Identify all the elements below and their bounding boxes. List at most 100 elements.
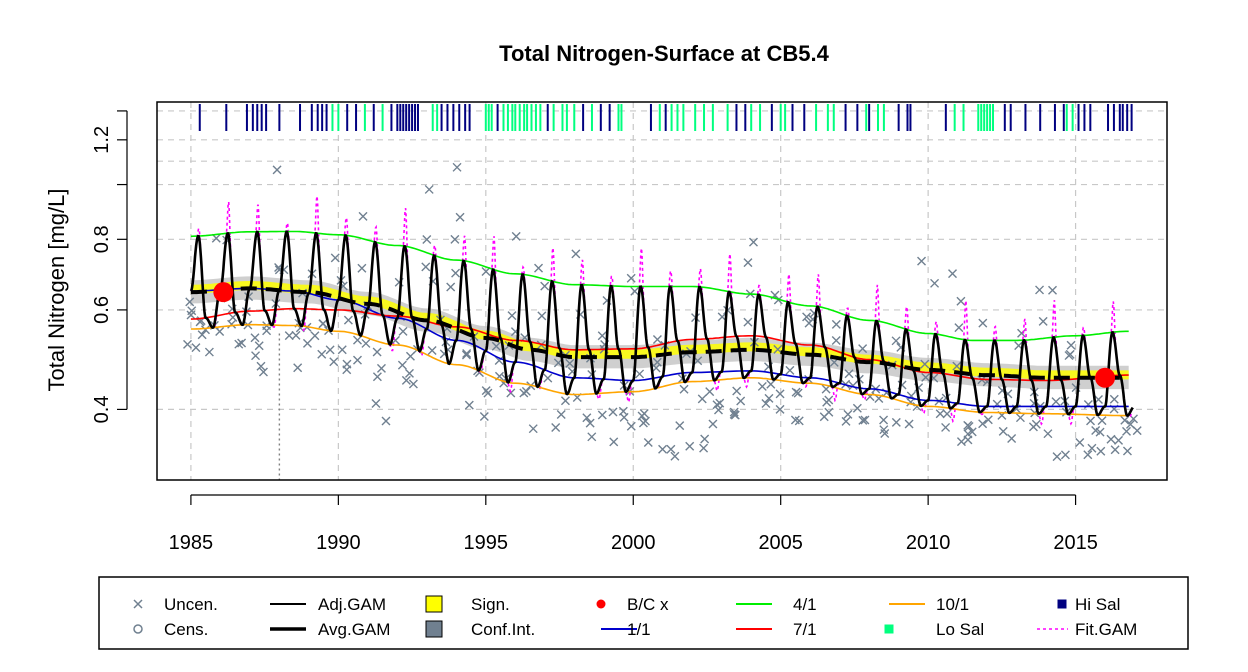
observation-x xyxy=(483,388,493,398)
observation-x xyxy=(713,405,723,415)
observation-x xyxy=(262,326,272,336)
observation-x xyxy=(451,268,461,278)
x-tick-label: 1990 xyxy=(316,532,361,554)
observation-x xyxy=(1125,419,1135,429)
plot-frame xyxy=(156,101,1168,481)
observation-x xyxy=(609,437,619,447)
legend-label: Adj.GAM xyxy=(318,595,386,614)
observation-x xyxy=(715,398,725,408)
observation-x xyxy=(534,263,544,273)
observation-x xyxy=(775,389,785,399)
x-tick-label: 2015 xyxy=(1053,532,1098,554)
observation-x xyxy=(197,330,207,340)
observation-x xyxy=(844,369,854,379)
y-axis: 0.4 0.6 0.8 1.2 xyxy=(91,110,128,423)
observation-x xyxy=(537,311,547,321)
observation-x xyxy=(422,235,432,244)
observation-x xyxy=(491,341,501,351)
observation-x xyxy=(1110,445,1120,455)
legend-label: Lo Sal xyxy=(936,620,984,639)
observation-x xyxy=(930,278,940,288)
observation-x xyxy=(464,400,474,410)
observation-x xyxy=(357,263,367,273)
bc-point xyxy=(213,282,234,303)
series-line-10-1 xyxy=(190,323,1129,417)
legend-label: Fit.GAM xyxy=(1075,620,1137,639)
observation-x xyxy=(1066,340,1076,350)
observation-x xyxy=(879,415,889,425)
observation-x xyxy=(978,318,988,328)
observation-x xyxy=(358,211,368,221)
observations xyxy=(183,162,1142,462)
observation-x xyxy=(352,355,362,365)
observation-x xyxy=(455,212,465,222)
observation-x xyxy=(675,421,685,431)
observation-x xyxy=(565,358,575,368)
observation-x xyxy=(256,361,266,371)
observation-x xyxy=(481,267,491,277)
observation-x xyxy=(427,345,437,355)
observation-x xyxy=(325,345,335,355)
observation-x xyxy=(766,379,776,389)
observation-x xyxy=(860,415,870,425)
observation-x xyxy=(858,415,868,425)
observation-x xyxy=(917,256,927,266)
observation-x xyxy=(183,339,193,349)
observation-x xyxy=(1051,397,1061,407)
observation-x xyxy=(272,165,282,175)
observation-x xyxy=(1035,285,1045,295)
observation-x xyxy=(775,404,785,414)
observation-x xyxy=(643,438,653,448)
observation-x xyxy=(652,334,662,344)
observation-x xyxy=(651,363,661,373)
observation-x xyxy=(446,282,456,292)
observation-x xyxy=(983,415,993,425)
legend-symbol xyxy=(1057,599,1067,609)
conf-int-band xyxy=(190,276,1129,390)
observation-x xyxy=(639,408,649,418)
y-axis-label: Total Nitrogen [mg/L] xyxy=(44,189,69,392)
observation-x xyxy=(191,343,201,353)
observation-x xyxy=(732,386,742,396)
observation-x xyxy=(1097,416,1107,426)
observation-x xyxy=(963,435,973,445)
bc-point xyxy=(1095,367,1116,388)
observation-x xyxy=(408,379,418,389)
observation-x xyxy=(543,373,553,383)
observation-x xyxy=(948,269,958,279)
observation-x xyxy=(1087,443,1097,453)
observation-x xyxy=(371,399,381,409)
observation-x xyxy=(935,409,945,419)
observation-x xyxy=(626,421,636,431)
observation-x xyxy=(494,355,504,365)
observation-x xyxy=(904,419,914,429)
observation-x xyxy=(802,312,812,322)
observation-x xyxy=(1083,450,1093,460)
observation-x xyxy=(852,403,862,413)
observation-x xyxy=(978,419,988,429)
observation-x xyxy=(450,234,460,244)
y-tick-label: 1.2 xyxy=(91,126,113,154)
observation-x xyxy=(528,424,538,434)
observation-x xyxy=(964,421,974,431)
observation-x xyxy=(712,400,722,410)
observation-x xyxy=(398,326,408,336)
observation-x xyxy=(785,365,795,375)
observation-x xyxy=(685,441,695,451)
legend: Uncen. Cens. Adj.GAM Avg.GAM Sign. Conf.Int. B… xyxy=(133,595,1137,639)
legend-label: Uncen. xyxy=(164,595,218,614)
x-tick-label: 2000 xyxy=(611,532,656,554)
observation-x xyxy=(185,297,195,307)
legend-label: 7/1 xyxy=(793,620,817,639)
observation-x xyxy=(1086,416,1096,426)
observation-x xyxy=(730,410,740,420)
observation-x xyxy=(507,311,517,321)
observation-x xyxy=(401,375,411,385)
legend-symbol xyxy=(425,620,443,638)
observation-x xyxy=(424,184,434,194)
adj-gam-line xyxy=(189,230,1134,418)
observation-x xyxy=(941,422,951,432)
observation-x xyxy=(793,388,803,398)
legend-symbol xyxy=(884,624,894,634)
observation-x xyxy=(952,361,962,371)
